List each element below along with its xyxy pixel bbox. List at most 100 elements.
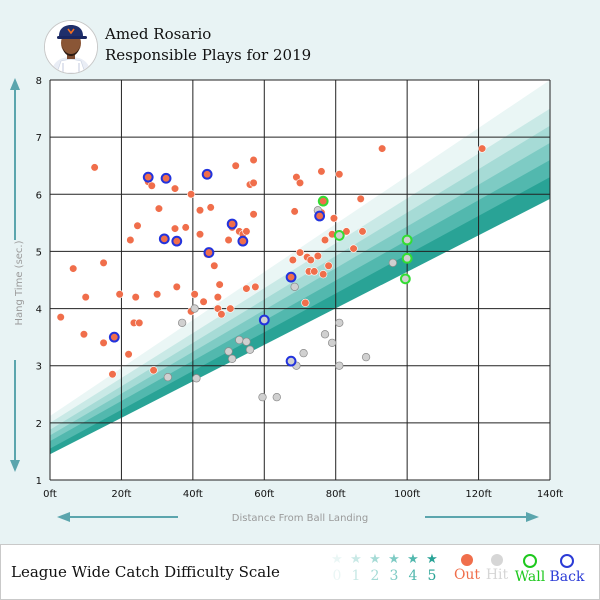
y-tick-label: 1 bbox=[36, 476, 42, 487]
star-icon: ★ bbox=[426, 552, 438, 567]
back-point bbox=[160, 172, 172, 184]
star-icon: ★ bbox=[407, 552, 419, 567]
out-point bbox=[56, 313, 65, 322]
y-tick-label: 7 bbox=[36, 133, 42, 144]
legend-hit: Hit bbox=[477, 553, 517, 584]
out-point bbox=[170, 184, 180, 193]
out-point bbox=[349, 244, 358, 253]
back-ring-icon bbox=[560, 554, 574, 568]
out-point bbox=[378, 144, 387, 153]
legend-wall: Wall bbox=[510, 553, 550, 586]
hit-point bbox=[335, 318, 344, 328]
out-point bbox=[133, 221, 142, 230]
difficulty-label: 5 bbox=[427, 568, 437, 584]
player-name: Amed Rosario bbox=[105, 25, 212, 43]
out-point bbox=[313, 251, 322, 261]
out-point bbox=[186, 190, 196, 199]
chart-subtitle: Responsible Plays for 2019 bbox=[105, 46, 312, 64]
back-point bbox=[171, 235, 183, 247]
back-point bbox=[258, 314, 270, 326]
out-point bbox=[224, 235, 233, 245]
wall-point bbox=[401, 234, 413, 246]
hit-dot-icon bbox=[491, 554, 503, 566]
x-axis-label: Distance From Ball Landing bbox=[232, 513, 368, 524]
hit-point bbox=[177, 318, 187, 328]
legend-bar: League Wide Catch Difficulty Scale ★ 0 ★… bbox=[0, 544, 600, 600]
hit-point bbox=[227, 354, 237, 364]
out-point bbox=[301, 298, 310, 307]
out-point bbox=[172, 282, 181, 291]
out-point bbox=[295, 178, 305, 187]
out-point bbox=[335, 170, 344, 179]
x-tick-label: 40ft bbox=[183, 489, 203, 500]
out-point bbox=[190, 290, 199, 299]
out-point bbox=[295, 248, 305, 257]
x-tick-label: 80ft bbox=[326, 489, 346, 500]
difficulty-level-2: ★ 2 bbox=[365, 553, 385, 585]
out-point bbox=[317, 167, 326, 176]
wall-point bbox=[317, 195, 329, 207]
difficulty-level-1: ★ 1 bbox=[346, 553, 366, 585]
hit-point bbox=[258, 392, 267, 402]
out-point bbox=[320, 235, 330, 245]
out-point bbox=[206, 203, 215, 212]
y-tick-label: 4 bbox=[36, 305, 42, 316]
difficulty-label: 4 bbox=[408, 568, 418, 584]
x-tick-label: 140ft bbox=[537, 489, 563, 500]
difficulty-level-4: ★ 4 bbox=[403, 553, 423, 585]
out-point bbox=[242, 227, 251, 236]
axis-ticks: 0ft 20ft 40ft 60ft 80ft 100ft 120ft 140ft 1 2 3 4 5 6… bbox=[36, 76, 564, 500]
out-point bbox=[147, 181, 156, 190]
out-point bbox=[356, 194, 365, 203]
player-headshot-icon bbox=[45, 21, 97, 73]
hit-point bbox=[192, 374, 201, 383]
back-point bbox=[237, 235, 249, 247]
back-point bbox=[314, 210, 326, 222]
wall-ring-icon bbox=[523, 554, 537, 568]
out-point bbox=[99, 258, 108, 267]
y-tick-label: 5 bbox=[36, 247, 42, 258]
difficulty-bands bbox=[50, 80, 550, 480]
back-point bbox=[285, 355, 297, 367]
star-icon: ★ bbox=[388, 552, 400, 567]
y-axis-arrow bbox=[10, 78, 20, 472]
y-axis-label: Hang Time (sec.) bbox=[14, 240, 25, 325]
legend-out: Out bbox=[447, 553, 487, 584]
out-point bbox=[249, 155, 258, 165]
wall-point bbox=[333, 230, 345, 241]
y-tick-label: 6 bbox=[36, 190, 42, 201]
out-point bbox=[199, 297, 208, 306]
out-point bbox=[99, 338, 108, 347]
out-point bbox=[215, 280, 224, 289]
hit-points bbox=[163, 206, 398, 402]
x-tick-label: 0ft bbox=[43, 489, 57, 500]
out-point bbox=[126, 235, 135, 245]
x-tick-label: 60ft bbox=[254, 489, 274, 500]
difficulty-level-5: ★ 5 bbox=[422, 553, 442, 585]
difficulty-level-0: ★ 0 bbox=[327, 553, 347, 585]
hit-point bbox=[335, 361, 344, 370]
back-point bbox=[226, 218, 238, 230]
difficulty-label: 0 bbox=[332, 568, 342, 584]
out-point bbox=[310, 267, 319, 276]
out-point bbox=[149, 366, 158, 375]
out-point bbox=[131, 293, 140, 302]
x-tick-label: 100ft bbox=[394, 489, 420, 500]
scatter-chart: 0ft 20ft 40ft 60ft 80ft 100ft 120ft 140ft 1 2 3 4 5 6… bbox=[10, 76, 564, 524]
out-point bbox=[329, 214, 339, 223]
hit-point bbox=[299, 348, 308, 358]
star-icon: ★ bbox=[369, 552, 381, 567]
hit-point bbox=[320, 330, 330, 339]
out-point bbox=[226, 304, 235, 313]
out-dot-icon bbox=[461, 554, 473, 566]
hit-point bbox=[290, 282, 299, 292]
difficulty-band-6 bbox=[50, 198, 550, 480]
hit-point bbox=[224, 347, 233, 356]
hit-point bbox=[163, 372, 173, 382]
difficulty-label: 3 bbox=[389, 568, 399, 584]
out-point bbox=[195, 230, 205, 239]
out-point bbox=[124, 350, 133, 359]
out-point bbox=[231, 161, 240, 170]
hit-point bbox=[242, 337, 251, 346]
difficulty-label: 1 bbox=[351, 568, 361, 584]
